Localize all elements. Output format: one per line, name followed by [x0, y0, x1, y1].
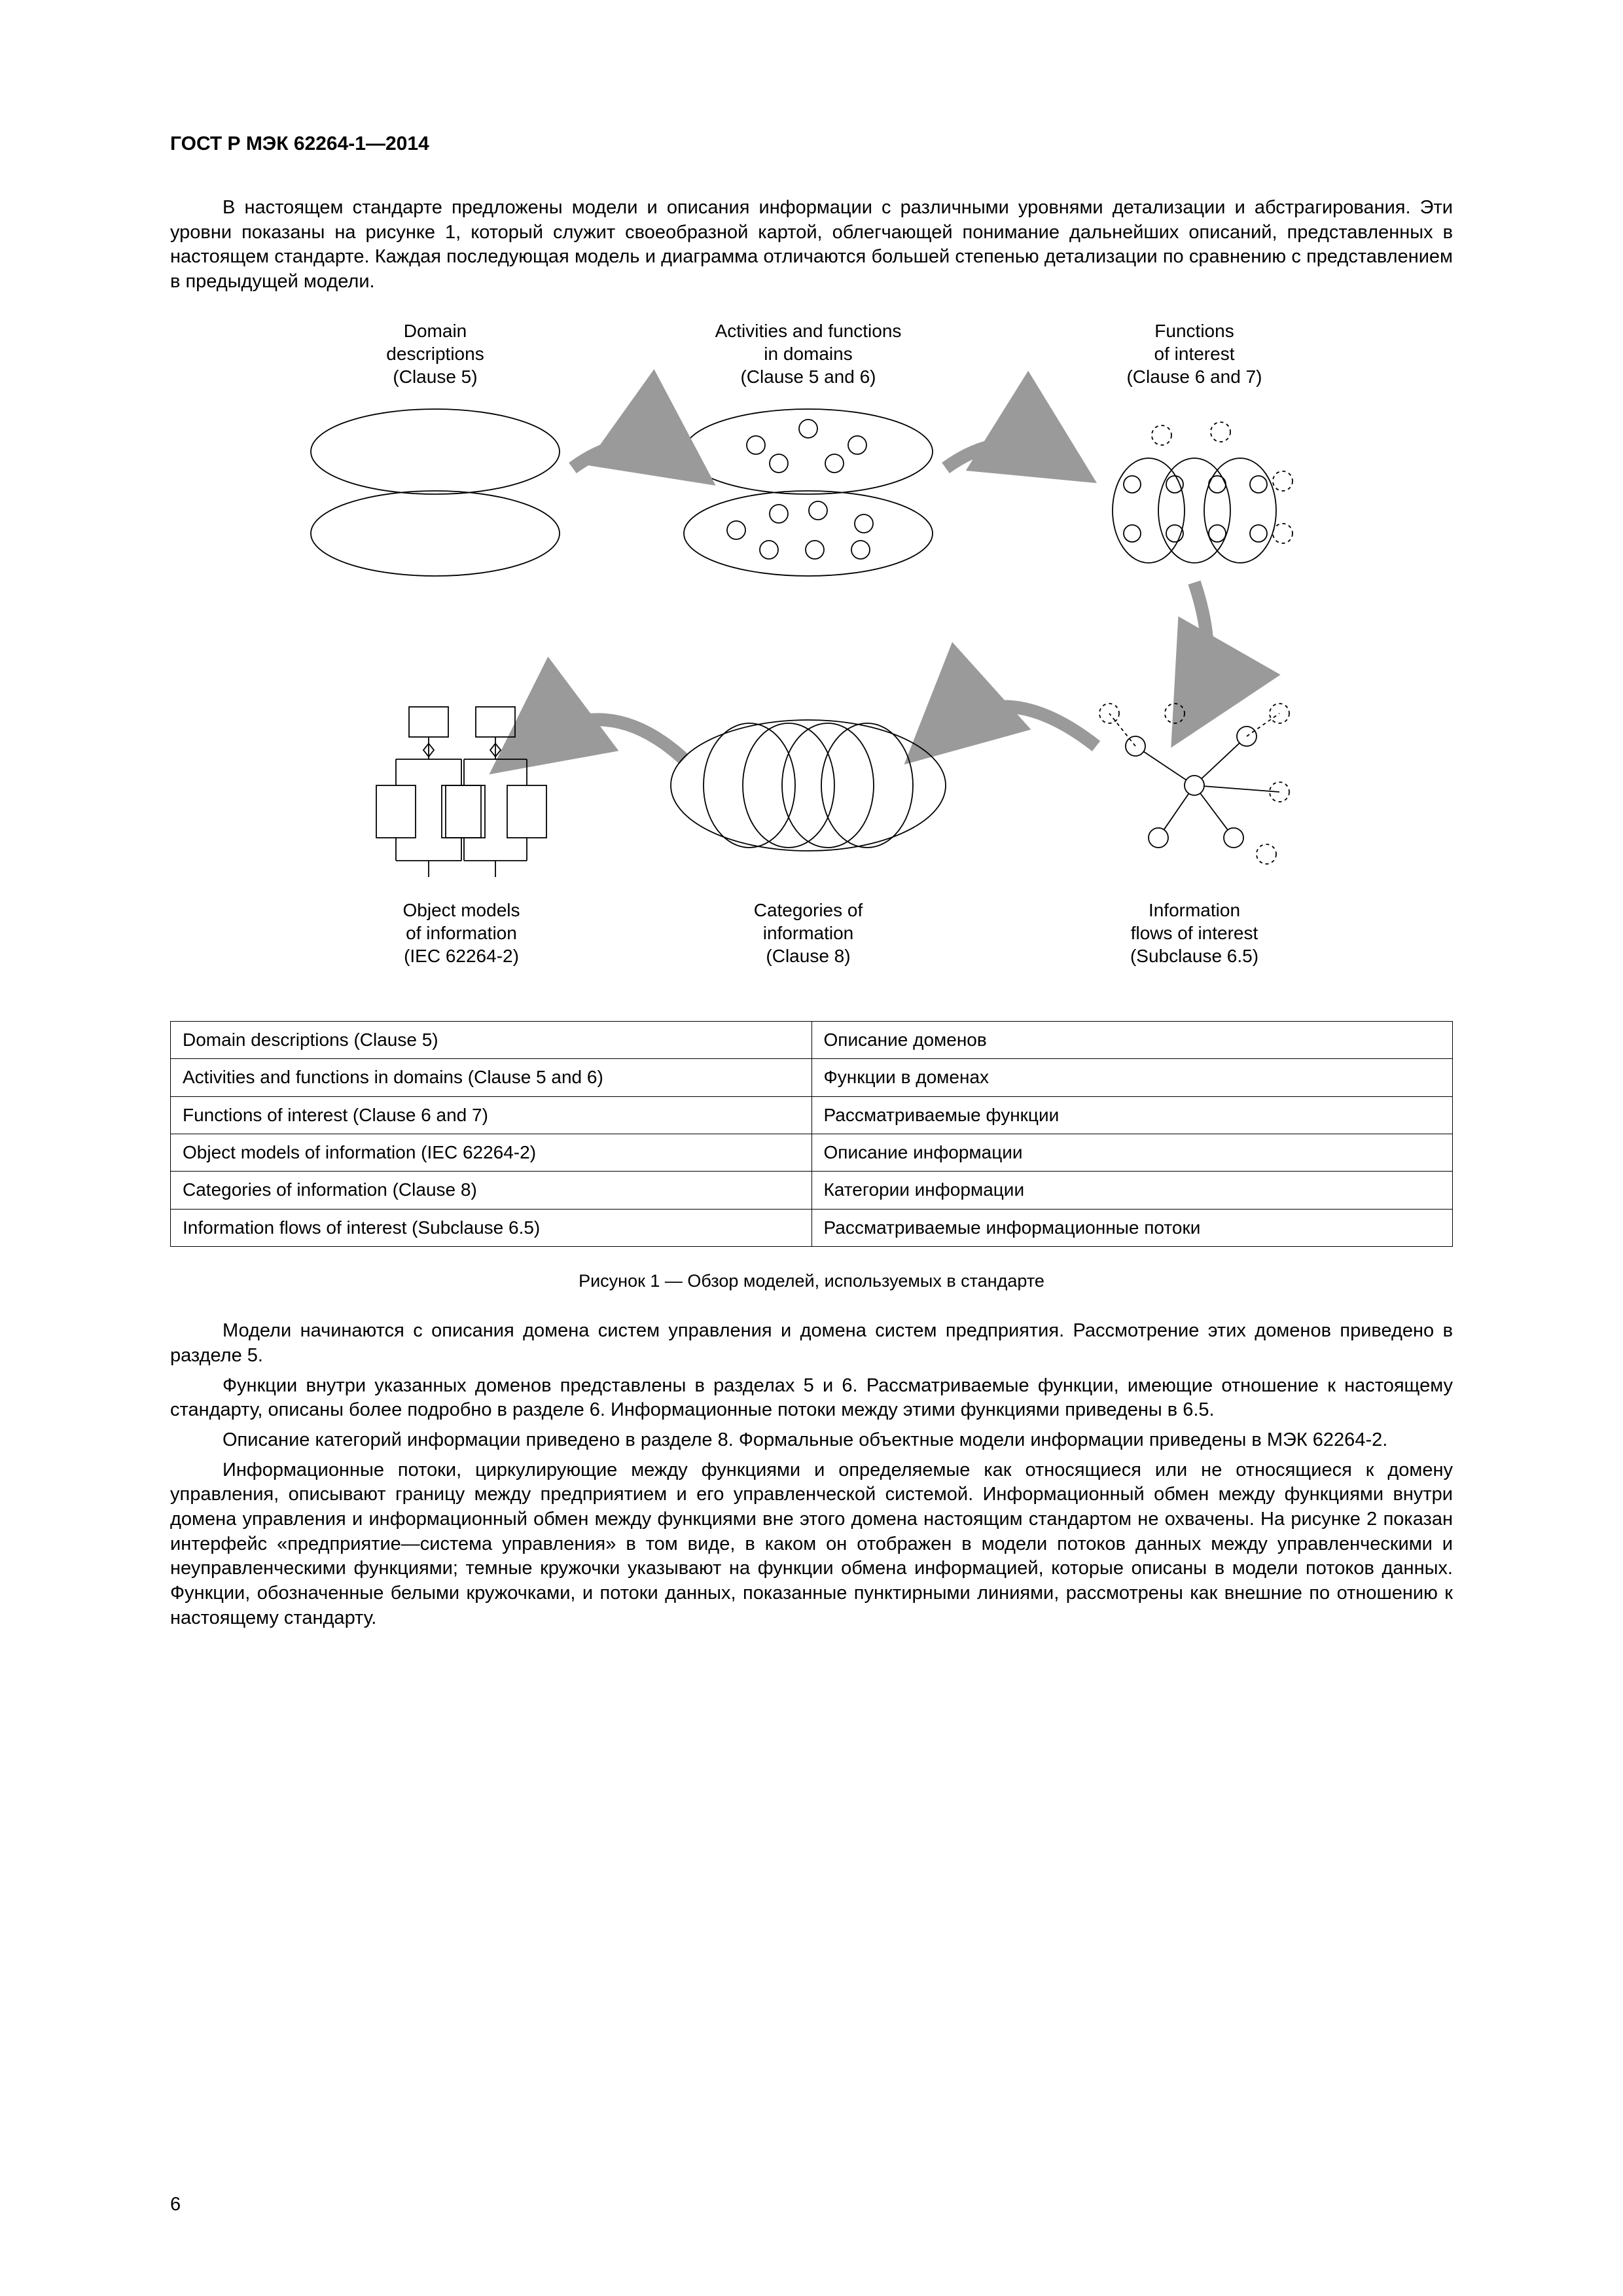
domain-ellipses [311, 409, 560, 576]
svg-text:(Clause 5): (Clause 5) [393, 367, 477, 387]
svg-text:(Clause 6 and 7): (Clause 6 and 7) [1126, 367, 1262, 387]
para-3: Описание категорий информации приведено … [170, 1428, 1453, 1453]
svg-text:Categories of: Categories of [754, 900, 863, 920]
info-flows-network [1126, 726, 1279, 848]
figure-caption: Рисунок 1 — Обзор моделей, используемых … [170, 1270, 1453, 1293]
intro-paragraph: В настоящем стандарте предложены модели … [170, 196, 1453, 295]
functions-ellipses [1113, 458, 1276, 563]
para-2: Функции внутри указанных доменов предста… [170, 1374, 1453, 1423]
table-row: Domain descriptions (Clause 5)Описание д… [171, 1021, 1453, 1058]
svg-text:in domains: in domains [764, 344, 852, 364]
svg-text:of interest: of interest [1154, 344, 1235, 364]
table-row: Activities and functions in domains (Cla… [171, 1059, 1453, 1096]
svg-text:(Subclause 6.5): (Subclause 6.5) [1130, 946, 1258, 966]
table-row: Functions of interest (Clause 6 and 7)Ра… [171, 1096, 1453, 1134]
object-models-boxes [376, 707, 546, 877]
svg-text:Activities and functions: Activities and functions [715, 321, 902, 341]
label-categories: Categories of information (Clause 8) [754, 900, 863, 966]
para-1: Модели начинаются с описания домена сист… [170, 1319, 1453, 1368]
svg-text:of information: of information [406, 923, 517, 943]
svg-text:Domain: Domain [404, 321, 467, 341]
categories-ellipse [671, 720, 946, 851]
svg-text:Functions: Functions [1154, 321, 1234, 341]
label-domain: Domain descriptions (Clause 5) [386, 321, 484, 387]
svg-text:flows of interest: flows of interest [1131, 923, 1258, 943]
svg-text:(Clause 5 and 6): (Clause 5 and 6) [740, 367, 876, 387]
svg-text:descriptions: descriptions [386, 344, 484, 364]
table-row: Information flows of interest (Subclause… [171, 1209, 1453, 1246]
table-row: Object models of information (IEC 62264-… [171, 1134, 1453, 1171]
label-flows: Information flows of interest (Subclause… [1130, 900, 1258, 966]
label-object: Object models of information (IEC 62264-… [403, 900, 520, 966]
document-header: ГОСТ Р МЭК 62264-1—2014 [170, 131, 1453, 156]
para-4: Информационные потоки, циркулирующие меж… [170, 1458, 1453, 1631]
page-number: 6 [170, 2193, 181, 2217]
svg-text:Information: Information [1149, 900, 1240, 920]
label-activities: Activities and functions in domains (Cla… [715, 321, 902, 387]
svg-text:Object models: Object models [403, 900, 520, 920]
bottom-arrows [527, 583, 1207, 759]
svg-text:(IEC 62264-2): (IEC 62264-2) [404, 946, 519, 966]
figure-1-diagram: Domain descriptions (Clause 5) Activitie… [239, 314, 1384, 1008]
translation-table: Domain descriptions (Clause 5)Описание д… [170, 1021, 1453, 1247]
top-arrows [573, 444, 1057, 468]
label-functions: Functions of interest (Clause 6 and 7) [1126, 321, 1262, 387]
svg-text:(Clause 8): (Clause 8) [766, 946, 850, 966]
activities-ellipses [684, 409, 933, 576]
svg-text:information: information [763, 923, 854, 943]
table-row: Categories of information (Clause 8)Кате… [171, 1172, 1453, 1209]
intro-text: В настоящем стандарте предложены модели … [170, 197, 1453, 292]
